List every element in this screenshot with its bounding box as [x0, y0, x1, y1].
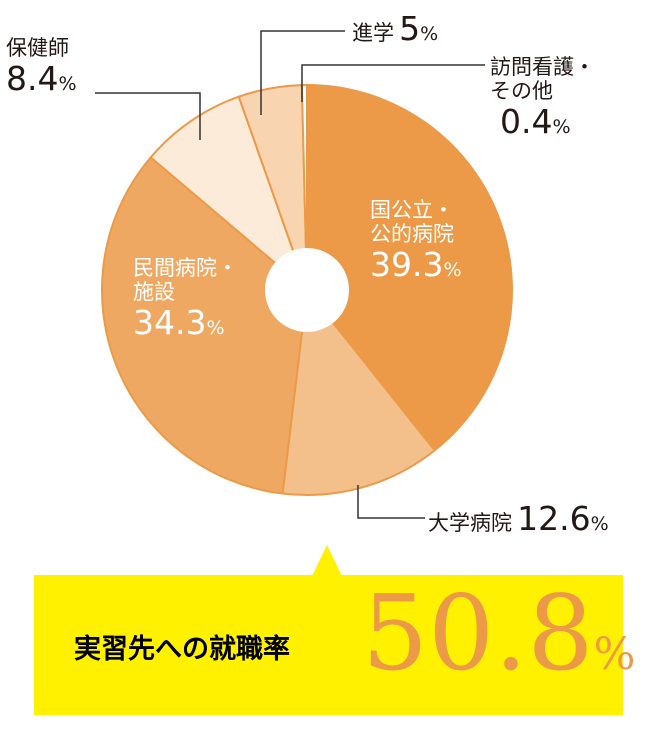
slice-public-health-nurse — [149, 95, 310, 294]
slice-private-hospital — [101, 155, 309, 495]
callout-pointer — [312, 545, 342, 576]
callout-value: 50.8% — [362, 572, 636, 694]
slice-university-hospital — [281, 287, 437, 496]
callout-text: 実習先への就職率 — [74, 634, 290, 665]
label-university-hospital: 大学病院 12.6% — [428, 499, 609, 538]
label-public-health-nurse: 保健師 8.4% — [6, 36, 77, 99]
label-private-hospital: 民間病院・ 施設 34.3% — [133, 256, 238, 343]
leader-university-hospital — [357, 485, 425, 519]
label-visiting-nursing-other: 訪問看護・ その他 0.4% — [490, 55, 595, 142]
leader-public-health-nurse — [95, 92, 201, 140]
slice-public-hospital — [306, 83, 513, 452]
leader-further-study — [260, 30, 345, 115]
label-public-hospital: 国公立・ 公的病院 39.3% — [370, 198, 462, 285]
employment-rate-callout: 実習先への就職率 50.8% — [34, 575, 635, 715]
donut-hole — [265, 248, 349, 332]
label-further-study: 進学 5% — [352, 9, 439, 48]
leader-visiting-nursing-other — [301, 64, 485, 102]
